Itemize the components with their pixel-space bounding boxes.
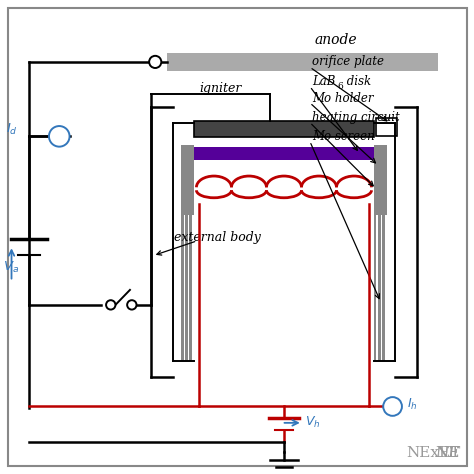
Text: $V_h$: $V_h$ bbox=[305, 415, 320, 430]
Text: $V_a$: $V_a$ bbox=[3, 260, 19, 275]
Text: Mo holder: Mo holder bbox=[312, 92, 374, 105]
Bar bbox=[382, 215, 385, 361]
Text: external body: external body bbox=[174, 230, 261, 244]
Circle shape bbox=[149, 56, 161, 68]
Text: anode: anode bbox=[314, 33, 357, 47]
Text: $I_d$: $I_d$ bbox=[6, 122, 18, 137]
Bar bbox=[167, 53, 438, 71]
Text: $I_h$: $I_h$ bbox=[407, 397, 417, 412]
Text: orifice plate: orifice plate bbox=[312, 55, 384, 68]
Bar bbox=[181, 215, 183, 361]
Text: NE: NE bbox=[435, 447, 459, 460]
Bar bbox=[194, 147, 374, 160]
Text: NExET: NExET bbox=[407, 447, 461, 460]
Text: disk: disk bbox=[343, 75, 371, 88]
Bar bbox=[194, 121, 374, 137]
Bar bbox=[376, 118, 397, 136]
Bar bbox=[181, 145, 194, 215]
Text: NE: NE bbox=[435, 447, 459, 460]
Circle shape bbox=[49, 126, 70, 146]
Bar bbox=[378, 215, 381, 361]
Circle shape bbox=[383, 397, 402, 416]
Text: heating circuit: heating circuit bbox=[312, 111, 400, 124]
Text: 6: 6 bbox=[337, 82, 343, 91]
Circle shape bbox=[106, 300, 116, 310]
Text: LaB: LaB bbox=[312, 75, 336, 88]
Text: Mo screen: Mo screen bbox=[312, 130, 375, 143]
Bar bbox=[190, 215, 192, 361]
Circle shape bbox=[127, 300, 137, 310]
Bar bbox=[374, 215, 376, 361]
Bar bbox=[374, 145, 387, 215]
Text: igniter: igniter bbox=[200, 82, 242, 95]
Bar bbox=[185, 215, 188, 361]
